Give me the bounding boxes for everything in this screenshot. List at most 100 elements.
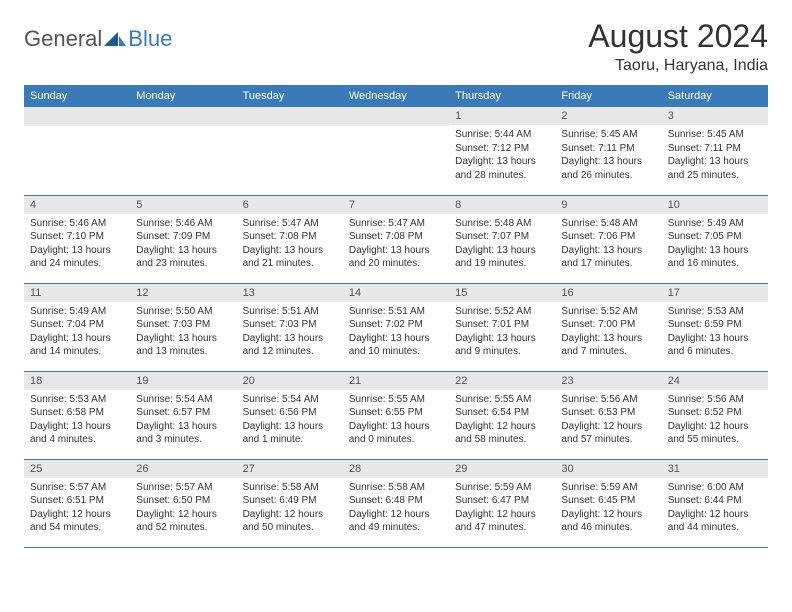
sunset-text: Sunset: 7:03 PM xyxy=(136,318,230,332)
sunset-text: Sunset: 6:54 PM xyxy=(455,406,549,420)
calendar-day-cell: 11Sunrise: 5:49 AMSunset: 7:04 PMDayligh… xyxy=(24,283,130,371)
day-number: 25 xyxy=(24,460,130,478)
day-details: Sunrise: 5:58 AMSunset: 6:49 PMDaylight:… xyxy=(237,478,343,540)
sunrise-text: Sunrise: 6:00 AM xyxy=(668,481,762,495)
sunrise-text: Sunrise: 5:51 AM xyxy=(243,305,337,319)
sunset-text: Sunset: 7:06 PM xyxy=(561,230,655,244)
sunrise-text: Sunrise: 5:51 AM xyxy=(349,305,443,319)
sunset-text: Sunset: 7:12 PM xyxy=(455,142,549,156)
day-header: Wednesday xyxy=(343,85,449,107)
sunset-text: Sunset: 7:09 PM xyxy=(136,230,230,244)
calendar-day-cell: 20Sunrise: 5:54 AMSunset: 6:56 PMDayligh… xyxy=(237,371,343,459)
sunrise-text: Sunrise: 5:45 AM xyxy=(668,128,762,142)
day-details: Sunrise: 5:59 AMSunset: 6:45 PMDaylight:… xyxy=(555,478,661,540)
calendar-week-row: 11Sunrise: 5:49 AMSunset: 7:04 PMDayligh… xyxy=(24,283,768,371)
sunrise-text: Sunrise: 5:49 AM xyxy=(668,217,762,231)
calendar-day-cell: 8Sunrise: 5:48 AMSunset: 7:07 PMDaylight… xyxy=(449,195,555,283)
calendar-day-cell: 3Sunrise: 5:45 AMSunset: 7:11 PMDaylight… xyxy=(662,107,768,195)
calendar-day-cell: 24Sunrise: 5:56 AMSunset: 6:52 PMDayligh… xyxy=(662,371,768,459)
sunrise-text: Sunrise: 5:53 AM xyxy=(668,305,762,319)
day-header-row: SundayMondayTuesdayWednesdayThursdayFrid… xyxy=(24,85,768,107)
daylight-text: Daylight: 12 hours and 55 minutes. xyxy=(668,420,762,447)
sunset-text: Sunset: 7:05 PM xyxy=(668,230,762,244)
sunrise-text: Sunrise: 5:48 AM xyxy=(455,217,549,231)
calendar-day-cell: 27Sunrise: 5:58 AMSunset: 6:49 PMDayligh… xyxy=(237,459,343,547)
daylight-text: Daylight: 13 hours and 19 minutes. xyxy=(455,244,549,271)
sunrise-text: Sunrise: 5:55 AM xyxy=(455,393,549,407)
day-details: Sunrise: 5:49 AMSunset: 7:05 PMDaylight:… xyxy=(662,214,768,276)
day-number: 24 xyxy=(662,372,768,390)
sunrise-text: Sunrise: 5:54 AM xyxy=(136,393,230,407)
location-subtitle: Taoru, Haryana, India xyxy=(588,57,768,75)
daylight-text: Daylight: 13 hours and 16 minutes. xyxy=(668,244,762,271)
day-number: 9 xyxy=(555,196,661,214)
daylight-text: Daylight: 13 hours and 25 minutes. xyxy=(668,155,762,182)
empty-day-number-bar xyxy=(130,107,236,126)
day-number: 29 xyxy=(449,460,555,478)
day-number: 26 xyxy=(130,460,236,478)
calendar-day-cell: 6Sunrise: 5:47 AMSunset: 7:08 PMDaylight… xyxy=(237,195,343,283)
day-details: Sunrise: 5:47 AMSunset: 7:08 PMDaylight:… xyxy=(343,214,449,276)
day-details: Sunrise: 5:51 AMSunset: 7:03 PMDaylight:… xyxy=(237,302,343,364)
logo-sail-icon xyxy=(104,32,126,46)
logo-text-blue: Blue xyxy=(128,26,172,52)
day-details: Sunrise: 5:49 AMSunset: 7:04 PMDaylight:… xyxy=(24,302,130,364)
day-number: 28 xyxy=(343,460,449,478)
day-details: Sunrise: 6:00 AMSunset: 6:44 PMDaylight:… xyxy=(662,478,768,540)
daylight-text: Daylight: 13 hours and 28 minutes. xyxy=(455,155,549,182)
sunset-text: Sunset: 6:56 PM xyxy=(243,406,337,420)
sunset-text: Sunset: 6:45 PM xyxy=(561,494,655,508)
calendar-day-cell: 31Sunrise: 6:00 AMSunset: 6:44 PMDayligh… xyxy=(662,459,768,547)
daylight-text: Daylight: 13 hours and 7 minutes. xyxy=(561,332,655,359)
calendar-week-row: 1Sunrise: 5:44 AMSunset: 7:12 PMDaylight… xyxy=(24,107,768,195)
daylight-text: Daylight: 13 hours and 9 minutes. xyxy=(455,332,549,359)
daylight-text: Daylight: 13 hours and 14 minutes. xyxy=(30,332,124,359)
day-number: 15 xyxy=(449,284,555,302)
month-title: August 2024 xyxy=(588,18,768,55)
day-details: Sunrise: 5:48 AMSunset: 7:07 PMDaylight:… xyxy=(449,214,555,276)
sunset-text: Sunset: 7:07 PM xyxy=(455,230,549,244)
title-block: August 2024 Taoru, Haryana, India xyxy=(588,18,768,75)
sunrise-text: Sunrise: 5:56 AM xyxy=(668,393,762,407)
sunrise-text: Sunrise: 5:49 AM xyxy=(30,305,124,319)
calendar-day-cell: 1Sunrise: 5:44 AMSunset: 7:12 PMDaylight… xyxy=(449,107,555,195)
calendar-day-cell: 22Sunrise: 5:55 AMSunset: 6:54 PMDayligh… xyxy=(449,371,555,459)
calendar-day-cell: 29Sunrise: 5:59 AMSunset: 6:47 PMDayligh… xyxy=(449,459,555,547)
sunrise-text: Sunrise: 5:58 AM xyxy=(349,481,443,495)
daylight-text: Daylight: 13 hours and 10 minutes. xyxy=(349,332,443,359)
sunrise-text: Sunrise: 5:52 AM xyxy=(561,305,655,319)
calendar-day-cell xyxy=(130,107,236,195)
daylight-text: Daylight: 13 hours and 13 minutes. xyxy=(136,332,230,359)
daylight-text: Daylight: 12 hours and 46 minutes. xyxy=(561,508,655,535)
daylight-text: Daylight: 13 hours and 26 minutes. xyxy=(561,155,655,182)
daylight-text: Daylight: 12 hours and 49 minutes. xyxy=(349,508,443,535)
sunrise-text: Sunrise: 5:58 AM xyxy=(243,481,337,495)
sunrise-text: Sunrise: 5:54 AM xyxy=(243,393,337,407)
calendar-day-cell: 21Sunrise: 5:55 AMSunset: 6:55 PMDayligh… xyxy=(343,371,449,459)
daylight-text: Daylight: 13 hours and 0 minutes. xyxy=(349,420,443,447)
daylight-text: Daylight: 13 hours and 3 minutes. xyxy=(136,420,230,447)
daylight-text: Daylight: 13 hours and 4 minutes. xyxy=(30,420,124,447)
calendar-day-cell: 7Sunrise: 5:47 AMSunset: 7:08 PMDaylight… xyxy=(343,195,449,283)
sunset-text: Sunset: 7:10 PM xyxy=(30,230,124,244)
day-number: 27 xyxy=(237,460,343,478)
sunrise-text: Sunrise: 5:45 AM xyxy=(561,128,655,142)
day-number: 31 xyxy=(662,460,768,478)
calendar-day-cell: 5Sunrise: 5:46 AMSunset: 7:09 PMDaylight… xyxy=(130,195,236,283)
day-details: Sunrise: 5:46 AMSunset: 7:10 PMDaylight:… xyxy=(24,214,130,276)
day-details: Sunrise: 5:56 AMSunset: 6:52 PMDaylight:… xyxy=(662,390,768,452)
calendar-week-row: 4Sunrise: 5:46 AMSunset: 7:10 PMDaylight… xyxy=(24,195,768,283)
day-details: Sunrise: 5:55 AMSunset: 6:54 PMDaylight:… xyxy=(449,390,555,452)
day-number: 19 xyxy=(130,372,236,390)
daylight-text: Daylight: 13 hours and 24 minutes. xyxy=(30,244,124,271)
daylight-text: Daylight: 12 hours and 47 minutes. xyxy=(455,508,549,535)
daylight-text: Daylight: 13 hours and 23 minutes. xyxy=(136,244,230,271)
daylight-text: Daylight: 13 hours and 12 minutes. xyxy=(243,332,337,359)
daylight-text: Daylight: 13 hours and 17 minutes. xyxy=(561,244,655,271)
sunrise-text: Sunrise: 5:55 AM xyxy=(349,393,443,407)
sunrise-text: Sunrise: 5:44 AM xyxy=(455,128,549,142)
day-number: 22 xyxy=(449,372,555,390)
calendar-day-cell: 18Sunrise: 5:53 AMSunset: 6:58 PMDayligh… xyxy=(24,371,130,459)
day-details: Sunrise: 5:52 AMSunset: 7:00 PMDaylight:… xyxy=(555,302,661,364)
sunrise-text: Sunrise: 5:47 AM xyxy=(349,217,443,231)
